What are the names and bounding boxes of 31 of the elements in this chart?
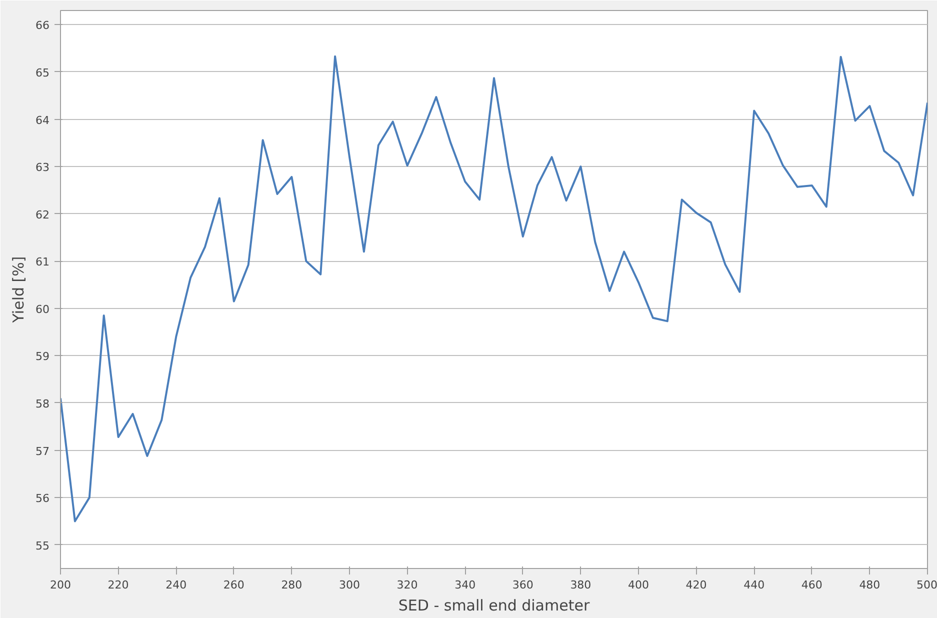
y-axis-title: Yield [%] [10,256,28,324]
x-tick-label: 440 [744,578,765,592]
x-tick-label: 360 [512,578,534,592]
x-tick-label: 240 [166,578,187,592]
x-tick-label: 340 [454,578,476,592]
x-tick-label: 420 [686,578,707,592]
x-tick-label: 220 [108,578,129,592]
x-tick-label: 320 [396,578,418,592]
y-tick-label: 65 [36,66,50,80]
x-tick-label: 500 [916,578,937,592]
line-series [60,55,928,522]
y-tick-label: 58 [36,397,50,410]
x-tick-label: 460 [801,578,822,592]
y-tick-label: 55 [36,539,50,552]
y-tick-label: 66 [36,19,50,32]
x-tick-label: 480 [859,578,880,592]
x-tick-label: 300 [339,578,360,592]
y-tick-label: 61 [36,256,50,269]
x-tick-label: 380 [570,578,592,592]
y-tick-label: 60 [36,302,50,316]
y-tick-label: 64 [36,114,50,127]
x-tick-label: 400 [628,578,649,592]
x-axis-title: SED - small end diameter [398,596,590,614]
y-tick-label: 63 [36,161,50,174]
y-tick-label: 59 [36,350,50,364]
y-tick-label: 56 [36,492,50,506]
x-tick-label: 200 [50,578,71,592]
y-tick-label: 62 [36,208,50,222]
y-tick-label: 57 [36,444,50,458]
x-tick-label: 260 [223,578,244,592]
x-tick-label: 280 [281,578,302,592]
